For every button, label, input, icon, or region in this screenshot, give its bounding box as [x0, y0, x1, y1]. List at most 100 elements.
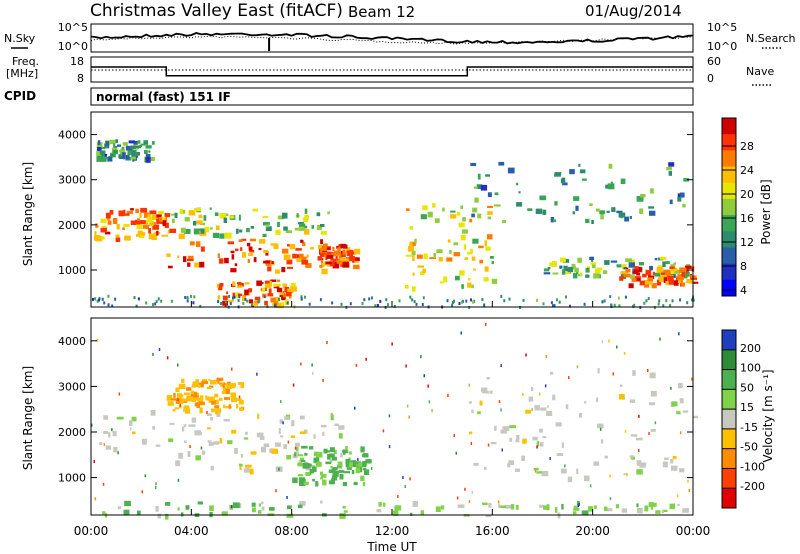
power-cell [124, 235, 131, 241]
power-cell [648, 206, 654, 209]
power-heatmap [92, 139, 699, 310]
nave-label: Nave [746, 65, 774, 78]
power-cell [398, 299, 401, 303]
velocity-cell [287, 440, 290, 444]
velocity-cell [514, 468, 520, 472]
velocity-cell [355, 363, 358, 367]
power-cell [142, 224, 147, 229]
velocity-cell [391, 342, 393, 346]
velocity-cell [457, 504, 465, 508]
power-cell [300, 295, 303, 299]
velocity-cell [251, 507, 256, 513]
power-cell [298, 253, 304, 259]
power-cell [340, 252, 346, 258]
velocity-cell [194, 402, 200, 407]
power-cell [602, 270, 608, 275]
power-colorbar-swatch [722, 182, 736, 200]
power-cell [239, 229, 243, 233]
power-cell [690, 277, 698, 280]
power-cell [558, 300, 561, 304]
velocity-cell [150, 410, 156, 416]
power-cell [669, 266, 675, 269]
velocity-cell [339, 474, 344, 480]
velocity-cell [294, 451, 299, 456]
velocity-cell [599, 427, 602, 431]
velocity-cell [550, 371, 554, 375]
power-cell [453, 252, 460, 257]
velocity-cell [228, 385, 235, 389]
velocity-cell [124, 500, 131, 507]
power-cell [268, 288, 272, 295]
power-cell [590, 262, 597, 265]
power-cell [97, 140, 101, 146]
velocity-cell [309, 446, 314, 450]
power-cell [94, 297, 97, 301]
velocity-cell [191, 397, 196, 402]
power-cell [479, 259, 484, 264]
power-cell [267, 293, 274, 297]
power-cell [561, 269, 566, 275]
power-cell [331, 301, 334, 305]
velocity-cell [108, 432, 111, 438]
power-cell [456, 211, 461, 216]
power-cell [354, 248, 361, 255]
velocity-cell [238, 395, 241, 399]
power-cell [118, 210, 125, 217]
power-cell [573, 273, 578, 279]
velocity-cell [487, 443, 490, 447]
velocity-cell [397, 494, 399, 498]
power-cell [109, 139, 116, 145]
velocity-cell [516, 434, 520, 441]
velocity-cell [623, 473, 628, 476]
power-cell [640, 194, 646, 198]
power-cell [619, 276, 624, 281]
velocity-cell [131, 431, 136, 435]
power-cell [609, 295, 612, 299]
velocity-cell [364, 469, 370, 475]
velocity-cell [286, 455, 292, 460]
power-cell [413, 300, 416, 304]
velocity-cell [208, 396, 215, 402]
power-cell [287, 266, 293, 269]
cpid-label: CPID [4, 89, 36, 103]
velocity-cell [536, 445, 538, 449]
velocity-cell [564, 464, 566, 468]
velocity-cell [206, 386, 212, 390]
power-cell [238, 214, 241, 221]
cpid-panel [90, 87, 694, 106]
power-cell [477, 173, 481, 180]
power-cell [483, 303, 486, 307]
power-cell [204, 226, 210, 233]
velocity-cell [342, 482, 347, 487]
power-cell [254, 296, 261, 301]
power-cell [654, 272, 661, 277]
velocity-colorbar-swatch [722, 448, 736, 469]
velocity-cell [182, 398, 188, 402]
power-cell [639, 280, 645, 286]
power-cell [219, 283, 224, 287]
power-cell [338, 244, 341, 250]
power-colorbar-frame [721, 117, 737, 297]
velocity-cell [232, 502, 240, 508]
velocity-cell [583, 475, 590, 482]
velocity-cell [332, 470, 339, 475]
power-cell [131, 150, 136, 157]
power-cell [194, 208, 201, 212]
power-cell [649, 210, 656, 216]
freq-label: Freq. [12, 55, 39, 68]
power-cell [409, 241, 413, 247]
power-cell [228, 300, 234, 303]
velocity-cell [240, 384, 245, 389]
velocity-cell [312, 371, 314, 375]
velocity-cell [353, 481, 358, 485]
power-cell [149, 210, 157, 215]
velocity-cell [330, 413, 334, 418]
time-tick-label: 16:00 [475, 524, 510, 538]
power-cell [115, 139, 118, 144]
power-cell [564, 271, 571, 275]
power-ylabel: Slant Range [km] [21, 162, 35, 266]
velocity-cell [181, 512, 184, 517]
power-cell [152, 224, 160, 230]
power-cell [494, 192, 499, 196]
velocity-cell [349, 451, 352, 455]
